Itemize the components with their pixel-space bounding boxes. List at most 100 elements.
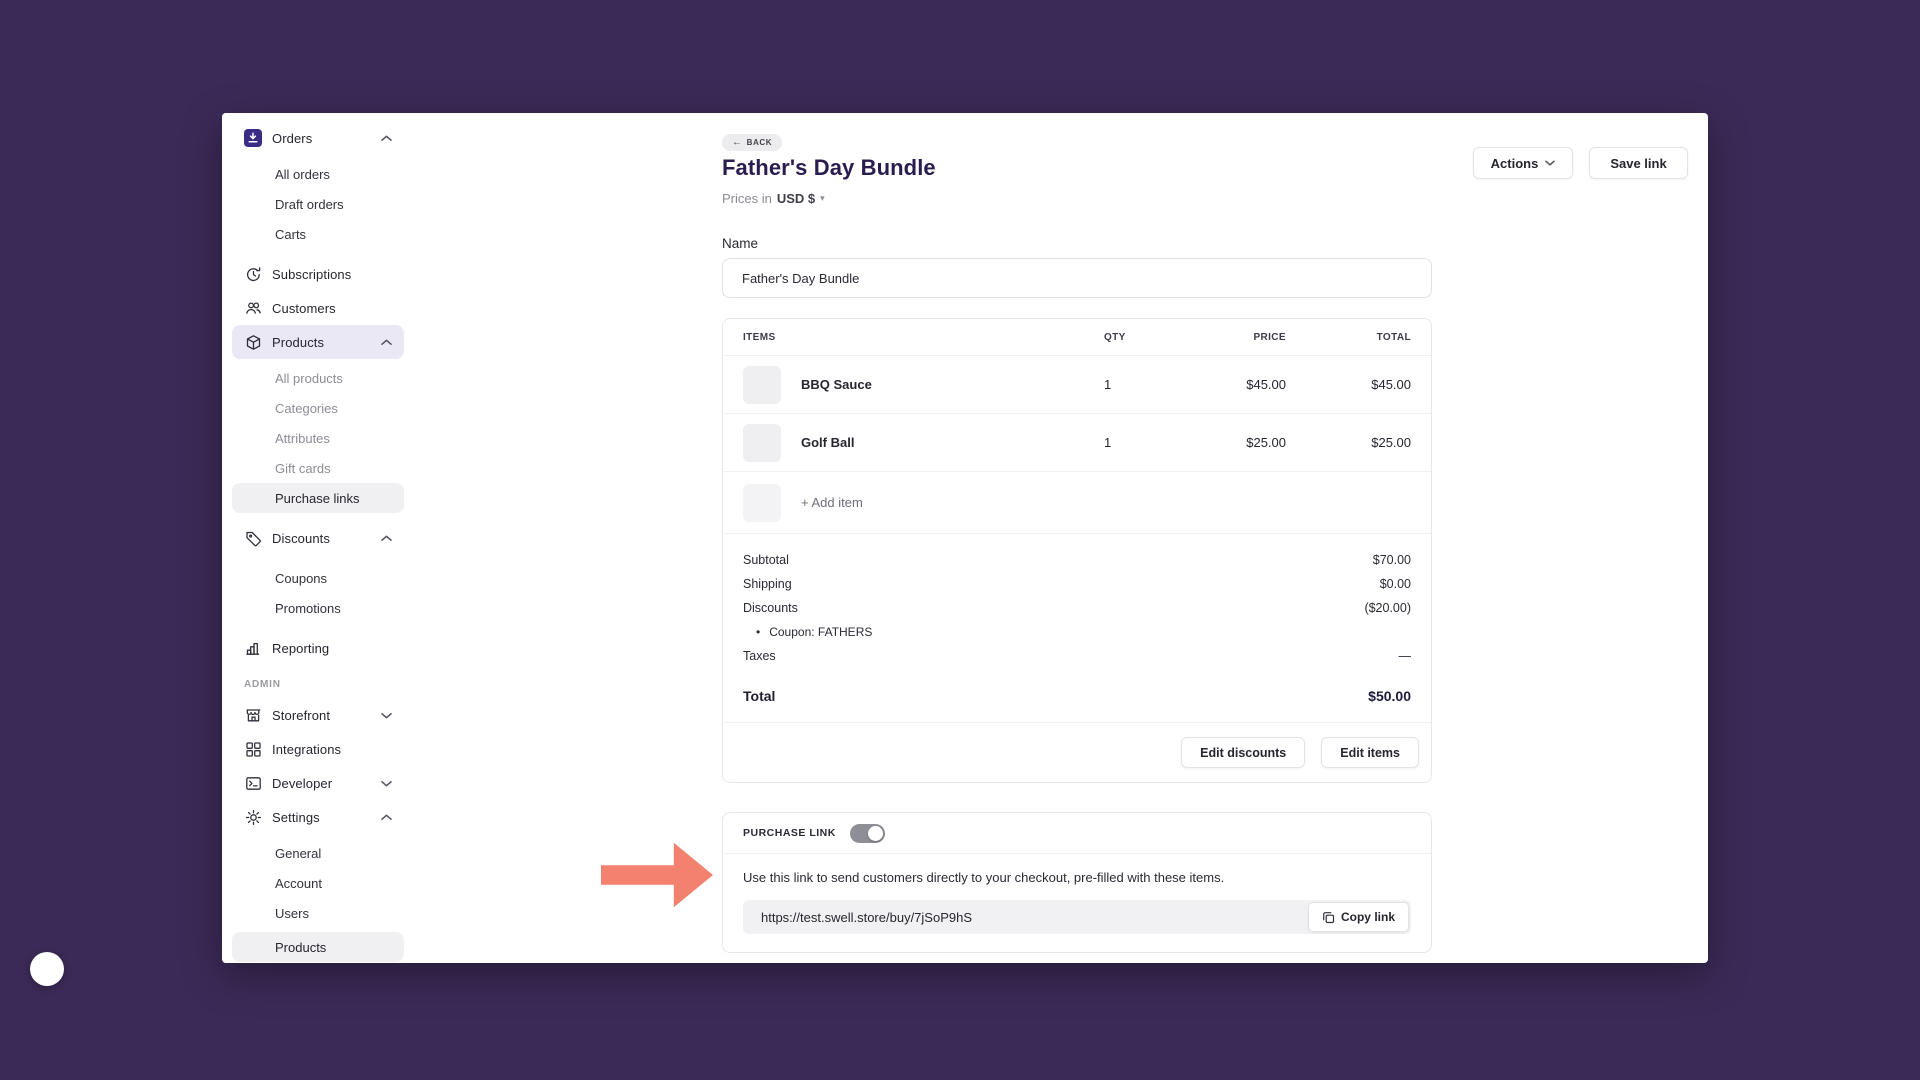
coupon-note-row: • Coupon: FATHERS bbox=[743, 620, 1411, 644]
discounts-value: ($20.00) bbox=[1364, 601, 1411, 615]
sidebar-item-gift-cards[interactable]: Gift cards bbox=[232, 453, 404, 483]
item-price: $25.00 bbox=[1246, 435, 1286, 450]
purchase-link-body: Use this link to send customers directly… bbox=[723, 854, 1431, 952]
col-price: PRICE bbox=[1253, 331, 1286, 343]
chevron-up-icon bbox=[381, 535, 392, 542]
sidebar-item-label: Subscriptions bbox=[272, 266, 352, 282]
copy-icon bbox=[1323, 911, 1335, 923]
plus-icon: + bbox=[801, 495, 809, 510]
sidebar-item-label: Storefront bbox=[272, 707, 331, 723]
item-qty: 1 bbox=[1104, 377, 1112, 392]
chevron-up-icon bbox=[381, 135, 392, 142]
back-arrow-icon: ← bbox=[732, 136, 743, 148]
item-total: $45.00 bbox=[1371, 377, 1411, 392]
chevron-down-icon bbox=[1545, 160, 1556, 166]
sidebar-item-users[interactable]: Users bbox=[232, 898, 404, 928]
col-items: ITEMS bbox=[743, 331, 776, 343]
sidebar-item-settings[interactable]: Settings bbox=[232, 800, 404, 834]
page-title: Father's Day Bundle bbox=[722, 155, 936, 180]
purchase-link-title: PURCHASE LINK bbox=[743, 827, 836, 839]
sidebar-item-discounts[interactable]: Discounts bbox=[232, 521, 404, 555]
chevron-up-icon bbox=[381, 814, 392, 821]
taxes-label: Taxes bbox=[743, 649, 776, 663]
purchase-link-url-bar[interactable]: https://test.swell.store/buy/7jSoP9hS Co… bbox=[743, 900, 1411, 934]
sidebar-item-integrations[interactable]: Integrations bbox=[232, 732, 404, 766]
app-window: Orders All orders Draft orders Carts Sub… bbox=[222, 113, 1708, 963]
actions-button[interactable]: Actions bbox=[1473, 147, 1573, 179]
table-row[interactable]: BBQ Sauce 1 $45.00 $45.00 bbox=[723, 355, 1431, 413]
sidebar-item-label: Integrations bbox=[272, 741, 342, 757]
item-name: BBQ Sauce bbox=[801, 377, 872, 392]
subtotal-value: $70.00 bbox=[1372, 553, 1411, 567]
purchase-link-description: Use this link to send customers directly… bbox=[743, 870, 1225, 885]
col-total: TOTAL bbox=[1376, 331, 1411, 343]
sidebar-item-promotions[interactable]: Promotions bbox=[232, 593, 404, 623]
total-label: Total bbox=[743, 688, 776, 704]
sidebar-item-reporting[interactable]: Reporting bbox=[232, 631, 404, 665]
table-row[interactable]: Golf Ball 1 $25.00 $25.00 bbox=[723, 413, 1431, 471]
sidebar-item-developer[interactable]: Developer bbox=[232, 766, 404, 800]
item-price: $45.00 bbox=[1246, 377, 1286, 392]
integrations-icon bbox=[244, 740, 262, 758]
taxes-value: — bbox=[1398, 649, 1412, 663]
sidebar-item-products[interactable]: Products bbox=[232, 325, 404, 359]
developer-icon bbox=[244, 774, 262, 792]
sidebar-item-attributes[interactable]: Attributes bbox=[232, 423, 404, 453]
sidebar-item-purchase-links[interactable]: Purchase links bbox=[232, 483, 404, 513]
currency-selector[interactable]: USD $ bbox=[776, 191, 816, 206]
sidebar-item-label: Categories bbox=[275, 400, 338, 416]
sidebar-item-draft-orders[interactable]: Draft orders bbox=[232, 189, 404, 219]
subtotal-row: Subtotal $70.00 bbox=[743, 548, 1411, 572]
add-item-label: Add item bbox=[811, 495, 863, 510]
save-link-button[interactable]: Save link bbox=[1589, 147, 1688, 179]
edit-discounts-button[interactable]: Edit discounts bbox=[1181, 737, 1306, 768]
item-qty: 1 bbox=[1104, 435, 1112, 450]
sidebar-item-all-orders[interactable]: All orders bbox=[232, 159, 404, 189]
sidebar-item-storefront[interactable]: Storefront bbox=[232, 698, 404, 732]
coupon-note: Coupon: FATHERS bbox=[769, 625, 873, 639]
discounts-label: Discounts bbox=[743, 601, 798, 615]
sidebar-item-label: Developer bbox=[272, 775, 333, 791]
sidebar-item-general[interactable]: General bbox=[232, 838, 404, 868]
sidebar-item-label: General bbox=[275, 845, 322, 861]
sidebar-item-customers[interactable]: Customers bbox=[232, 291, 404, 325]
sidebar-item-label: Products bbox=[272, 334, 325, 350]
sidebar-item-label: Users bbox=[275, 905, 309, 921]
chat-bubble[interactable] bbox=[30, 952, 64, 986]
sidebar-item-label: Draft orders bbox=[275, 196, 344, 212]
sidebar-item-products-settings[interactable]: Products bbox=[232, 932, 404, 962]
col-qty: QTY bbox=[1104, 331, 1126, 343]
item-total: $25.00 bbox=[1371, 435, 1411, 450]
chevron-up-icon bbox=[381, 339, 392, 346]
sidebar-item-categories[interactable]: Categories bbox=[232, 393, 404, 423]
sidebar-item-carts[interactable]: Carts bbox=[232, 219, 404, 249]
sidebar-item-label: Discounts bbox=[272, 530, 330, 546]
customers-icon bbox=[244, 299, 262, 317]
copy-link-button[interactable]: Copy link bbox=[1307, 902, 1409, 932]
subscriptions-icon bbox=[244, 265, 262, 283]
sidebar: Orders All orders Draft orders Carts Sub… bbox=[222, 113, 414, 963]
sidebar-item-account[interactable]: Account bbox=[232, 868, 404, 898]
storefront-icon bbox=[244, 706, 262, 724]
save-link-label: Save link bbox=[1610, 155, 1667, 171]
toggle-knob bbox=[867, 825, 883, 841]
add-item-button[interactable]: + Add item bbox=[723, 471, 1431, 533]
purchase-link-toggle[interactable] bbox=[849, 823, 885, 843]
sidebar-item-label: Promotions bbox=[275, 600, 341, 616]
sidebar-item-label: Attributes bbox=[275, 430, 330, 446]
items-card-footer: Edit discounts Edit items bbox=[723, 722, 1431, 782]
edit-discounts-label: Edit discounts bbox=[1200, 745, 1287, 760]
sidebar-item-subscriptions[interactable]: Subscriptions bbox=[232, 257, 404, 291]
sidebar-item-orders[interactable]: Orders bbox=[232, 121, 404, 155]
discounts-row: Discounts ($20.00) bbox=[743, 596, 1411, 620]
reporting-icon bbox=[244, 639, 262, 657]
subtotal-label: Subtotal bbox=[743, 553, 789, 567]
back-button[interactable]: ← BACK bbox=[722, 134, 783, 151]
sidebar-item-all-products[interactable]: All products bbox=[232, 363, 404, 393]
name-input[interactable] bbox=[722, 258, 1432, 298]
actions-label: Actions bbox=[1490, 155, 1539, 171]
sidebar-item-label: Account bbox=[275, 875, 322, 891]
edit-items-button[interactable]: Edit items bbox=[1321, 737, 1419, 768]
gear-icon bbox=[244, 808, 262, 826]
sidebar-item-coupons[interactable]: Coupons bbox=[232, 563, 404, 593]
